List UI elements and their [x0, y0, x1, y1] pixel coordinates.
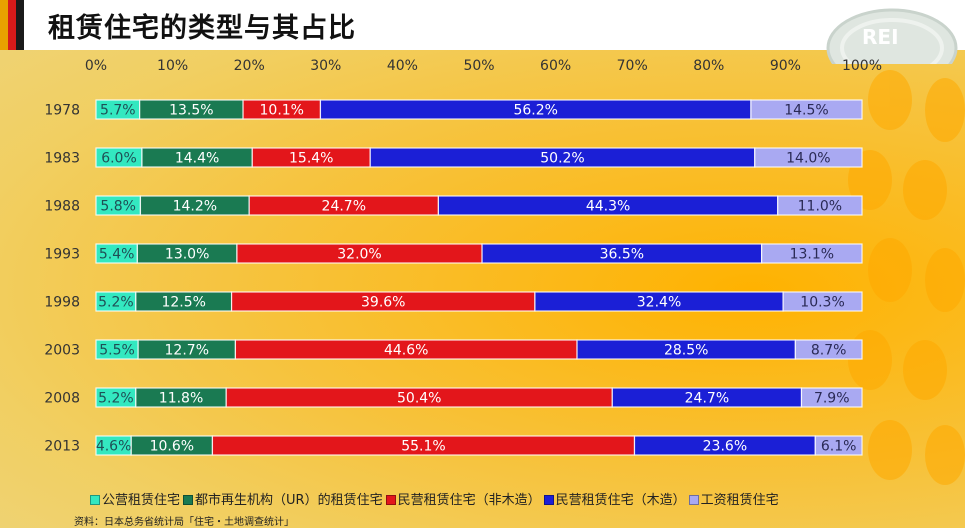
y-tick-label: 2013: [44, 439, 80, 455]
data-label: 44.6%: [384, 343, 428, 359]
data-label: 14.2%: [173, 199, 217, 215]
accent-stripe-black: [16, 0, 24, 50]
page-title: 租赁住宅的类型与其占比: [48, 13, 356, 44]
header-bar: 租赁住宅的类型与其占比 REI: [0, 0, 965, 64]
x-tick-label: 10%: [157, 58, 188, 74]
data-label: 14.5%: [784, 103, 828, 119]
data-label: 15.4%: [289, 151, 333, 167]
data-label: 36.5%: [600, 247, 644, 263]
y-tick-label: 1988: [44, 199, 80, 215]
data-label: 13.0%: [165, 247, 209, 263]
data-label: 28.5%: [664, 343, 708, 359]
bar-segment: [754, 147, 863, 168]
data-label: 13.1%: [790, 247, 834, 263]
bar-segment: [800, 387, 863, 408]
data-label: 10.6%: [150, 439, 194, 455]
y-tick-label: 1978: [44, 103, 80, 119]
data-label: 8.7%: [811, 343, 847, 359]
data-label: 11.0%: [798, 199, 842, 215]
bar-segment: [814, 435, 863, 456]
legend-label: 民营租赁住宅（非木造）: [397, 493, 541, 508]
legend-item: 都市再生机构（UR）的租赁住宅: [183, 489, 383, 508]
legend-swatch: [688, 495, 699, 505]
x-tick-label: 30%: [310, 58, 341, 74]
data-label: 23.6%: [703, 439, 747, 455]
data-label: 6.0%: [101, 151, 137, 167]
y-tick-label: 1993: [44, 247, 80, 263]
x-tick-label: 60%: [540, 58, 571, 74]
rei-logo: REI: [826, 8, 958, 64]
accent-stripe-orange: [0, 0, 8, 50]
legend-item: 工资租赁住宅: [688, 489, 779, 508]
y-tick-label: 2008: [44, 391, 80, 407]
data-label: 32.4%: [637, 295, 681, 311]
x-tick-label: 50%: [463, 58, 494, 74]
data-label: 12.5%: [161, 295, 205, 311]
data-label: 55.1%: [401, 439, 445, 455]
legend-label: 工资租赁住宅: [700, 493, 779, 508]
data-label: 39.6%: [361, 295, 405, 311]
accent-stripe-red: [8, 0, 16, 50]
x-tick-label: 70%: [617, 58, 648, 74]
legend-swatch: [385, 495, 396, 505]
data-label: 10.1%: [260, 103, 304, 119]
data-label: 5.2%: [98, 295, 134, 311]
data-label: 13.5%: [169, 103, 213, 119]
y-tick-label: 1983: [44, 151, 80, 167]
data-label: 44.3%: [586, 199, 630, 215]
x-tick-label: 90%: [770, 58, 801, 74]
legend-item: 民营租赁住宅（非木造）: [385, 489, 541, 508]
data-label: 11.8%: [159, 391, 203, 407]
legend-item: 公营租赁住宅: [90, 489, 180, 508]
data-label: 5.4%: [99, 247, 135, 263]
data-label: 4.6%: [96, 439, 132, 455]
y-tick-label: 1998: [44, 295, 80, 311]
legend-swatch: [90, 495, 100, 505]
x-tick-label: 100%: [842, 58, 882, 74]
x-tick-label: 80%: [693, 58, 724, 74]
data-label: 50.2%: [540, 151, 584, 167]
data-label: 5.8%: [100, 199, 136, 215]
bar-segment: [782, 291, 863, 312]
decorative-dots: [848, 70, 965, 485]
data-label: 10.3%: [800, 295, 844, 311]
data-label: 14.4%: [175, 151, 219, 167]
data-label: 5.5%: [99, 343, 135, 359]
data-label: 14.0%: [786, 151, 830, 167]
y-tick-label: 2003: [44, 343, 80, 359]
data-label: 56.2%: [513, 103, 557, 119]
bar-segment: [761, 243, 863, 264]
legend-swatch: [183, 495, 194, 505]
x-tick-label: 20%: [234, 58, 265, 74]
data-label: 5.2%: [98, 391, 134, 407]
source-note: 资料：日本总务省统计局「住宅・土地调查统计」: [74, 517, 294, 528]
legend-swatch: [543, 495, 554, 505]
data-label: 32.0%: [337, 247, 381, 263]
bar-segment: [750, 99, 863, 120]
data-label: 24.7%: [322, 199, 366, 215]
logo-text: REI: [862, 25, 899, 49]
data-label: 6.1%: [821, 439, 857, 455]
legend-item: 民营租赁住宅（木造）: [543, 489, 686, 508]
x-tick-label: 0%: [85, 58, 107, 74]
chart-legend: 公营租赁住宅 都市再生机构（UR）的租赁住宅 民营租赁住宅（非木造） 民营租赁住宅（木…: [90, 489, 782, 508]
bar-segment: [777, 195, 863, 216]
legend-label: 民营租赁住宅（木造）: [555, 493, 686, 508]
legend-label: 公营租赁住宅: [102, 493, 181, 508]
data-label: 5.7%: [100, 103, 136, 119]
data-label: 50.4%: [397, 391, 441, 407]
data-label: 24.7%: [685, 391, 729, 407]
bar-segment: [794, 339, 863, 360]
data-label: 7.9%: [814, 391, 850, 407]
legend-label: 都市再生机构（UR）的租赁住宅: [195, 493, 383, 508]
data-label: 12.7%: [165, 343, 209, 359]
x-tick-label: 40%: [387, 58, 418, 74]
